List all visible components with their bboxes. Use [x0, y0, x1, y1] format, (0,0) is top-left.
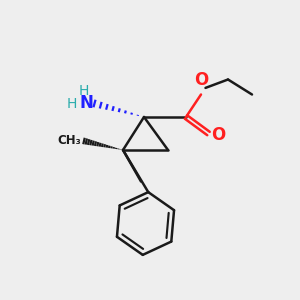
Text: N: N: [79, 94, 93, 112]
Text: CH₃: CH₃: [57, 134, 81, 148]
Text: O: O: [211, 126, 225, 144]
Text: O: O: [194, 71, 208, 89]
Text: H: H: [67, 97, 77, 111]
Text: H: H: [79, 84, 89, 98]
